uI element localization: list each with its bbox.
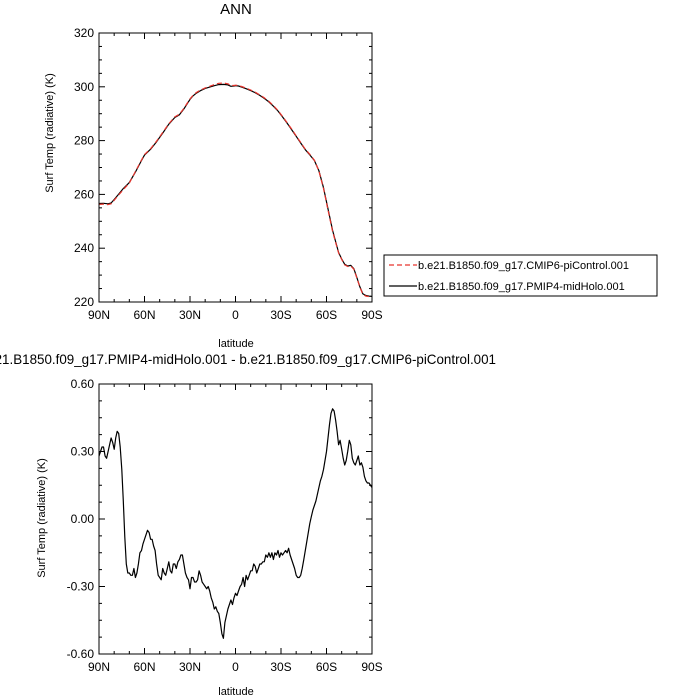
top-y-axis-label: Surf Temp (radiative) (K): [44, 73, 56, 193]
top-chart-title: ANN: [220, 1, 252, 18]
bottom-y-tick-label: 0.00: [71, 512, 95, 526]
bottom-series-line-0: [98, 408, 373, 639]
bottom-series-lines: [98, 408, 373, 639]
legend-box: [383, 254, 658, 297]
bottom-y-tick-label: 0.30: [71, 445, 95, 459]
bottom-x-tick-label: 60S: [316, 660, 337, 674]
top-axis-ticks: 90N 60N 30N 0 30S 60S 90S 220 240 260 280 300 320: [74, 26, 383, 322]
bottom-x-tick-label: 90S: [361, 660, 382, 674]
top-x-tick-label: 60S: [316, 308, 337, 322]
top-x-tick-label: 0: [232, 308, 239, 322]
bottom-plot-frame: [98, 383, 373, 655]
top-y-tick-label: 280: [74, 134, 94, 148]
bottom-x-tick-label: 90N: [88, 660, 110, 674]
top-series-lines: [98, 82, 373, 298]
bottom-y-axis-label: Surf Temp (radiative) (K): [36, 458, 48, 578]
bottom-x-tick-label: 30N: [179, 660, 201, 674]
top-x-axis-label: latitude: [218, 338, 253, 350]
bottom-x-tick-label: 30S: [270, 660, 291, 674]
top-series-line-0: [98, 82, 373, 298]
bottom-axis-ticks: 90N 60N 30N 0 30S 60S 90S -0.60 -0.30 0.00 0.30 0.6…: [67, 377, 383, 674]
top-x-tick-label: 60N: [133, 308, 155, 322]
bottom-chart-title: b.e21.B1850.f09_g17.PMIP4-midHolo.001 - …: [0, 351, 496, 367]
top-plot-frame: [98, 32, 373, 303]
top-x-tick-label: 90N: [88, 308, 110, 322]
top-y-tick-label: 260: [74, 187, 94, 201]
top-x-tick-label: 30S: [270, 308, 291, 322]
top-y-tick-label: 320: [74, 26, 94, 40]
bottom-y-tick-label: 0.60: [71, 377, 95, 391]
top-x-tick-label: 90S: [361, 308, 382, 322]
bottom-x-tick-label: 0: [232, 660, 239, 674]
bottom-y-tick-label: -0.30: [67, 580, 95, 594]
bottom-panel: b.e21.B1850.f09_g17.PMIP4-midHolo.001 - …: [0, 351, 496, 698]
legend-label-picontrol: b.e21.B1850.f09_g17.CMIP6-piControl.001: [418, 260, 629, 272]
top-series-line-1: [98, 83, 373, 297]
bottom-y-tick-label: -0.60: [67, 647, 95, 661]
top-y-tick-label: 240: [74, 241, 94, 255]
top-x-tick-label: 30N: [179, 308, 201, 322]
bottom-x-tick-label: 60N: [133, 660, 155, 674]
top-y-tick-label: 300: [74, 80, 94, 94]
top-y-tick-label: 220: [74, 295, 94, 309]
legend-label-midholo: b.e21.B1850.f09_g17.PMIP4-midHolo.001: [418, 281, 625, 293]
legend: b.e21.B1850.f09_g17.CMIP6-piControl.001 …: [383, 254, 658, 297]
top-panel: ANN Surf Temp (radiative) (K) latitude 9…: [44, 1, 383, 350]
bottom-x-axis-label: latitude: [218, 686, 253, 698]
